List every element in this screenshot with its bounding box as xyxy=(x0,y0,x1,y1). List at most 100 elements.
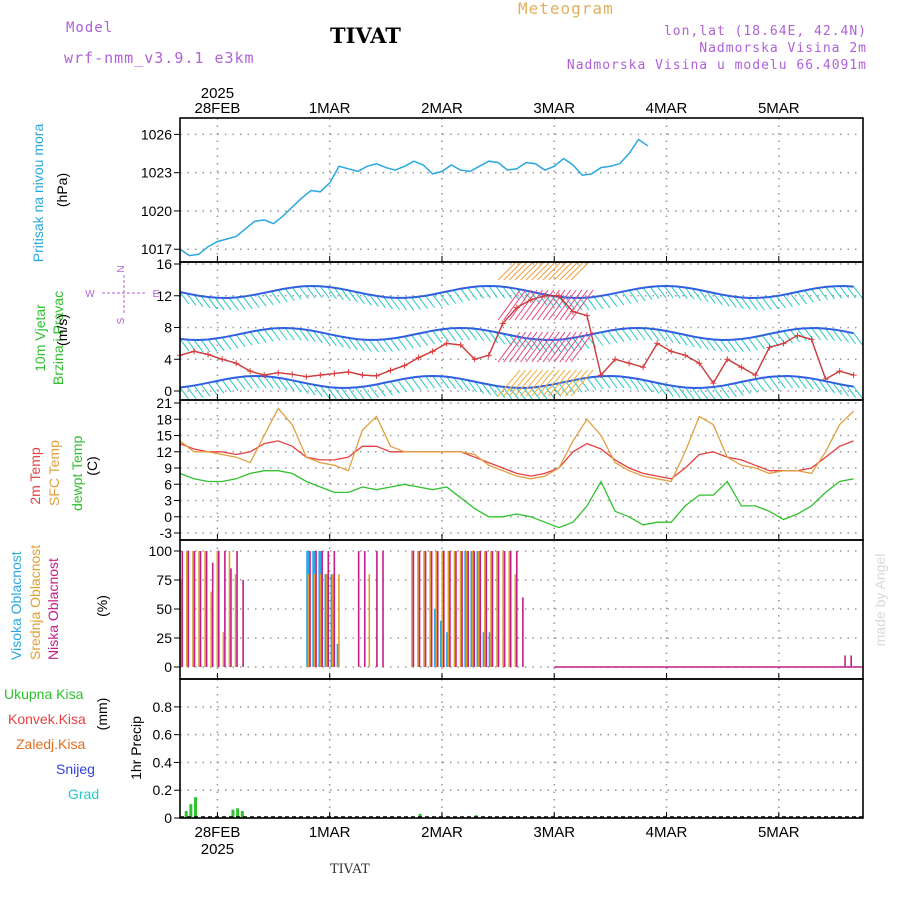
wind-barb-stroke xyxy=(235,297,246,310)
cloud-bar xyxy=(484,551,486,667)
wind-barb-stroke xyxy=(319,385,330,399)
wind-barb-stroke xyxy=(698,337,709,350)
date-label-bottom: 2MAR xyxy=(421,824,463,841)
wind-barb-stroke xyxy=(333,387,344,400)
wind-barb-stroke xyxy=(635,327,646,341)
strong-barb-stroke xyxy=(503,331,527,363)
cloud-bar xyxy=(443,551,445,667)
wind-barb-stroke xyxy=(439,292,450,306)
wind-barb-stroke xyxy=(579,336,590,349)
cloud-bar xyxy=(382,551,384,667)
wind-barb-stroke xyxy=(369,339,379,353)
cloud-bar xyxy=(210,591,213,667)
wind-speed-marker xyxy=(527,296,534,303)
cloud-bar xyxy=(224,551,226,667)
y-tick-label: 0 xyxy=(164,509,172,525)
cloud-bar xyxy=(357,551,360,667)
cloud-bar xyxy=(307,574,310,667)
wind-barb-stroke xyxy=(614,292,625,306)
y-tick-label: 3 xyxy=(164,493,172,509)
wind-barb-stroke xyxy=(333,334,344,348)
date-label-top: 3MAR xyxy=(533,100,575,117)
wind-barb-stroke xyxy=(663,285,674,299)
cloud-bar xyxy=(490,551,492,667)
date-label-top: 4MAR xyxy=(646,100,688,117)
cloud-bar xyxy=(211,562,214,667)
cloud-bar xyxy=(333,551,336,667)
wind-barb-stroke xyxy=(263,329,274,342)
wind-barb-stroke xyxy=(762,297,772,310)
wind-barb-stroke xyxy=(383,296,393,310)
cloud-bar xyxy=(441,551,444,667)
temp-line-2 xyxy=(179,470,854,529)
strong-barb-stroke xyxy=(531,331,555,363)
model-name: wrf-nmm_v3.9.1 e3km xyxy=(64,49,255,67)
wind-barb-stroke xyxy=(705,387,716,400)
wind-barb-stroke xyxy=(495,331,506,345)
wind-barb-stroke xyxy=(593,296,604,310)
wind-barb-stroke xyxy=(642,327,653,341)
wind-speed-marker xyxy=(780,340,787,347)
wind-barb-stroke xyxy=(369,294,379,308)
date-label-bottom: 4MAR xyxy=(646,824,688,841)
wind-barb-stroke xyxy=(362,292,372,306)
wind-speed-marker xyxy=(499,320,506,327)
wind-barb-stroke xyxy=(249,331,260,345)
cloud-bar xyxy=(473,551,476,667)
wind-speed-marker xyxy=(233,360,240,367)
wind-barb-stroke xyxy=(797,328,807,342)
y-tick-label: 0 xyxy=(164,383,172,399)
cloud-bar xyxy=(418,551,421,667)
wind-barb-stroke xyxy=(397,379,407,393)
wind-barb-stroke xyxy=(733,339,744,352)
wind-speed-marker xyxy=(724,356,731,363)
wind-barb-stroke xyxy=(600,375,611,389)
wind-barb-stroke xyxy=(726,295,737,308)
wind-speed-marker xyxy=(654,340,661,347)
wind-barb-stroke xyxy=(418,333,428,346)
wind-speed-marker xyxy=(513,304,520,311)
wind-barb-stroke xyxy=(677,386,688,400)
wind-barb-stroke xyxy=(726,384,737,398)
wind-barb-stroke xyxy=(179,387,190,400)
wind-speed-marker xyxy=(359,372,366,379)
wind-barb-stroke xyxy=(804,290,814,303)
cloud-bar xyxy=(411,551,413,667)
y-tick-label: 1023 xyxy=(141,165,172,181)
wind-barb-stroke xyxy=(670,331,681,345)
wind-barb-stroke xyxy=(853,386,864,399)
precip-bar xyxy=(231,809,235,818)
wind-barb-stroke xyxy=(242,296,253,309)
strong-barb-stroke xyxy=(508,289,532,321)
strong-barb-stroke xyxy=(553,369,577,397)
wind-barb-stroke xyxy=(621,291,632,305)
wind-barb-stroke xyxy=(537,386,548,400)
cloud-bar xyxy=(453,551,456,667)
cloud-bar xyxy=(496,551,498,667)
wind-barb-stroke xyxy=(460,378,471,392)
strong-barb-stroke xyxy=(553,331,577,363)
strong-barb-stroke xyxy=(497,369,521,397)
wind-barb-stroke xyxy=(200,383,211,397)
y-tick-label: 0.4 xyxy=(153,754,173,770)
wind-barb-stroke xyxy=(719,385,730,399)
wind-barb-stroke xyxy=(495,285,506,299)
wind-barb-stroke xyxy=(832,285,842,299)
wind-barb-stroke xyxy=(193,385,204,398)
wind-speed-marker xyxy=(668,348,675,355)
wind-barb-stroke xyxy=(811,378,821,391)
wind-barb-stroke xyxy=(726,339,737,353)
wind-speed-marker xyxy=(710,380,717,387)
strong-barb-stroke xyxy=(503,261,523,281)
date-label-bottom: 3MAR xyxy=(533,824,575,841)
compass-n: N xyxy=(116,265,127,272)
strong-barb-stroke xyxy=(553,289,577,321)
wind-barb-stroke xyxy=(769,376,779,390)
wind-barb-stroke xyxy=(453,289,464,303)
strong-barb-stroke xyxy=(565,369,588,397)
wind-barb-stroke xyxy=(474,328,485,342)
wind-barb-stroke xyxy=(340,288,351,302)
wind-barb-stroke xyxy=(404,297,414,311)
wind-barb-stroke xyxy=(340,387,351,401)
wind-barb-stroke xyxy=(544,294,555,307)
